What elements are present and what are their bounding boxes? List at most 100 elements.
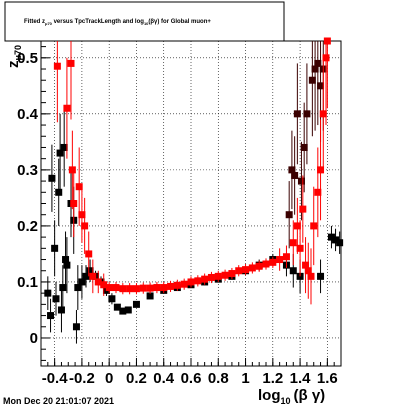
data-point	[146, 284, 154, 292]
data-point	[214, 272, 222, 280]
data-point	[299, 205, 307, 213]
data-point	[282, 253, 290, 261]
y-tick-label: 0.5	[17, 50, 38, 67]
data-point	[323, 37, 331, 45]
data-point	[68, 166, 76, 174]
data-point	[194, 277, 202, 285]
x-tick-label: 0.8	[208, 370, 229, 387]
data-point	[262, 260, 270, 268]
data-point	[100, 281, 108, 289]
data-point	[55, 188, 63, 196]
data-point	[56, 149, 64, 157]
data-point	[81, 222, 89, 230]
data-point	[48, 174, 56, 182]
data-point	[319, 110, 327, 118]
data-point	[146, 292, 154, 300]
x-axis-label: log10 (β γ)	[258, 387, 325, 406]
x-tick-label: -0.4	[42, 370, 69, 387]
y-tick-label: 0.3	[17, 162, 38, 179]
data-point	[108, 295, 116, 303]
data-point	[180, 280, 188, 288]
data-point	[53, 62, 61, 70]
data-point	[303, 110, 311, 118]
data-point	[310, 222, 318, 230]
data-point	[291, 171, 299, 179]
x-tick-label: 0.6	[181, 370, 202, 387]
data-point	[269, 258, 277, 266]
data-point	[322, 54, 330, 62]
data-point	[86, 267, 94, 275]
data-point	[308, 76, 316, 84]
data-point	[57, 306, 65, 314]
data-point	[60, 143, 68, 151]
data-point	[74, 284, 82, 292]
x-tick-label: 0	[105, 370, 113, 387]
data-point	[63, 261, 71, 269]
data-point	[62, 256, 70, 264]
data-point	[304, 267, 312, 275]
data-point	[207, 273, 215, 281]
x-tick-label: 1	[241, 370, 249, 387]
data-point	[72, 323, 80, 331]
data-point	[311, 65, 319, 73]
data-point	[289, 267, 297, 275]
data-point	[78, 211, 86, 219]
data-point	[314, 188, 322, 196]
y-tick-label: 0	[30, 330, 38, 347]
data-point	[173, 281, 181, 289]
data-point	[132, 285, 140, 293]
data-point	[285, 211, 293, 219]
x-tick-label: 1.6	[317, 370, 338, 387]
data-point	[52, 295, 60, 303]
data-point	[327, 233, 335, 241]
x-tick-label: -0.2	[69, 370, 95, 387]
data-point	[70, 200, 78, 207]
data-point	[126, 285, 134, 293]
data-point	[44, 289, 52, 297]
series-2	[53, 37, 331, 305]
data-point	[297, 177, 305, 185]
data-point	[201, 275, 209, 283]
data-point	[119, 307, 127, 315]
x-tick-label: 0.4	[153, 370, 175, 387]
data-point	[255, 262, 263, 270]
data-point	[314, 59, 322, 67]
data-point	[132, 300, 140, 308]
data-point	[105, 284, 113, 292]
x-tick-label: 1.4	[290, 370, 312, 387]
data-point	[288, 166, 296, 174]
data-point	[124, 306, 132, 314]
y-tick-label: 0.4	[17, 106, 39, 123]
title-box	[4, 1, 285, 42]
axes: -0.4 -0.2 0 0.2 0.4 0.6 0.8 1 1.2 1.4 1.6 0 0.1 0.2 0.…	[17, 46, 342, 387]
data-point	[59, 284, 67, 292]
data-point	[242, 266, 250, 274]
x-tick-label: 1.2	[262, 370, 283, 387]
y-axis-label: zμ70	[5, 45, 23, 68]
data-point	[293, 110, 301, 118]
data-point	[67, 59, 75, 67]
data-point	[89, 272, 97, 280]
data-point	[78, 278, 86, 286]
data-point	[112, 284, 120, 292]
data-point	[51, 244, 59, 252]
data-point	[139, 284, 147, 292]
datestamp: Mon Dec 20 21:01:07 2021	[3, 396, 114, 406]
data-point	[302, 261, 310, 269]
data-point	[153, 284, 161, 292]
data-point	[235, 267, 243, 275]
data-point	[276, 256, 284, 264]
data-point	[317, 272, 325, 280]
data-points	[44, 37, 344, 344]
y-tick-label: 0.1	[17, 274, 38, 291]
data-point	[317, 166, 325, 174]
data-point	[63, 104, 71, 112]
data-point	[307, 272, 315, 280]
data-point	[300, 143, 308, 151]
data-point	[113, 303, 121, 311]
data-point	[317, 82, 325, 90]
data-point	[119, 285, 127, 293]
data-point	[221, 271, 229, 279]
data-point	[94, 278, 102, 286]
